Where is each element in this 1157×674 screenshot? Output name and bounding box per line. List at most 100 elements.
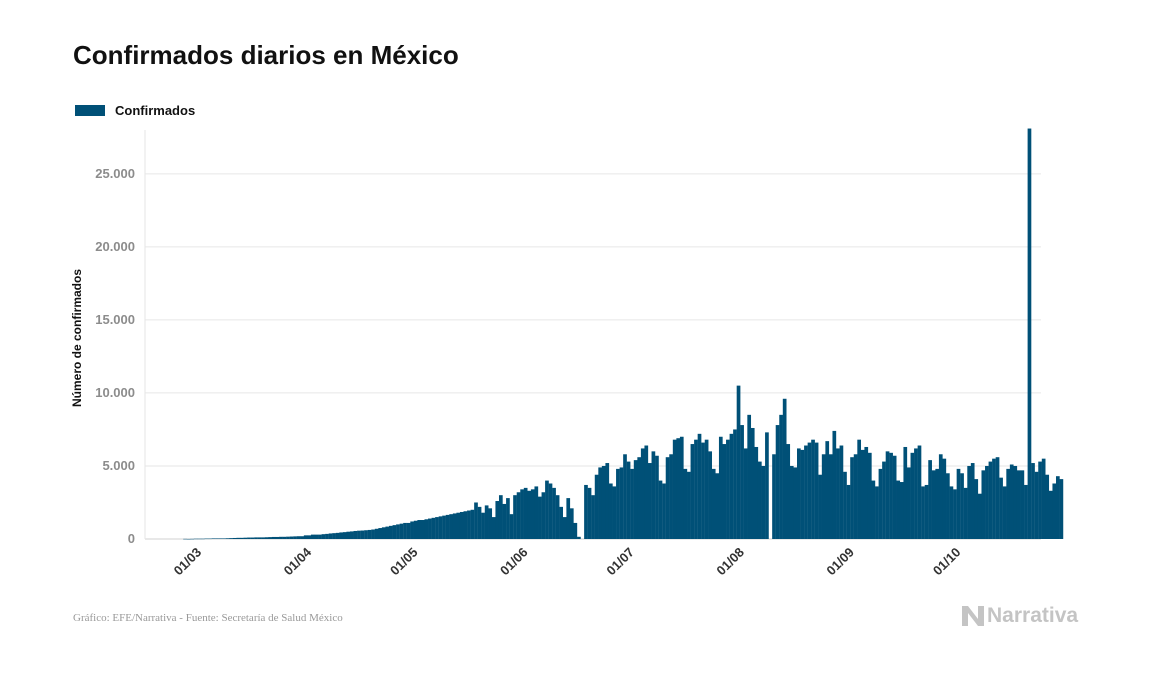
bar — [208, 538, 212, 540]
bar — [800, 449, 805, 539]
bar — [757, 461, 762, 539]
bar — [640, 448, 645, 539]
bar — [218, 538, 223, 539]
bar — [548, 483, 553, 539]
bar — [389, 525, 393, 539]
bar — [200, 538, 205, 540]
bar — [687, 471, 691, 539]
bar — [243, 537, 248, 539]
bar — [403, 522, 407, 539]
bar — [814, 442, 819, 539]
bar — [488, 508, 493, 539]
bar — [970, 463, 975, 539]
bar — [701, 442, 705, 539]
bar — [1020, 470, 1025, 539]
bar — [225, 538, 230, 539]
bar — [906, 467, 911, 539]
bar — [371, 529, 375, 539]
x-tick-label: 01/09 — [823, 545, 857, 579]
bar — [506, 498, 510, 539]
bar — [850, 457, 854, 539]
brand-name: Narrativa — [987, 604, 1079, 627]
bar — [197, 538, 202, 540]
bar — [484, 505, 489, 539]
bar — [779, 414, 783, 539]
bar — [428, 518, 432, 539]
bar — [498, 495, 503, 539]
bar — [637, 457, 642, 539]
bar — [591, 495, 595, 539]
bar — [413, 520, 418, 539]
bar — [349, 531, 354, 539]
bar — [619, 467, 624, 539]
bar — [601, 465, 606, 539]
y-tick-label: 5.000 — [102, 458, 135, 473]
legend-label: Confirmados — [115, 103, 196, 118]
bar — [1055, 476, 1060, 539]
bar — [889, 452, 893, 539]
bar — [513, 495, 517, 539]
bar — [878, 468, 883, 539]
bar — [268, 537, 273, 539]
bar — [836, 448, 840, 539]
bar — [538, 496, 542, 539]
bar — [995, 457, 1000, 539]
bar — [754, 446, 759, 539]
bar — [1024, 484, 1028, 539]
bar — [974, 479, 979, 539]
bar — [296, 536, 301, 539]
bar — [342, 532, 347, 539]
bar — [857, 439, 862, 539]
bar — [516, 492, 521, 539]
bar — [339, 532, 344, 539]
bar — [1045, 474, 1050, 539]
bar — [335, 532, 340, 539]
bar — [1038, 461, 1042, 539]
x-tick-label: 01/05 — [387, 545, 421, 579]
bar — [250, 537, 255, 539]
source-note: Gráfico: EFE/Narrativa - Fuente: Secreta… — [73, 612, 343, 624]
bar — [839, 445, 844, 539]
x-axis-ticks: 01/03 01/04 01/05 01/06 01/07 01/08 01/09 01/10 — [171, 544, 964, 578]
bar — [772, 454, 776, 539]
bar — [1027, 128, 1032, 539]
bar — [605, 463, 610, 539]
bar — [999, 477, 1003, 539]
bar — [896, 480, 901, 539]
bar — [871, 480, 876, 539]
bar — [552, 487, 556, 539]
bar — [651, 451, 656, 539]
bar — [491, 517, 496, 539]
bar — [598, 467, 603, 539]
y-tick-label: 0 — [128, 531, 135, 546]
bar — [733, 429, 737, 539]
bar — [633, 460, 638, 539]
bar — [750, 427, 755, 539]
bar — [960, 473, 964, 539]
bar — [211, 538, 216, 539]
bar — [935, 468, 940, 539]
x-tick-label: 01/10 — [930, 545, 964, 579]
bar — [931, 470, 936, 539]
bar — [215, 538, 219, 539]
bar — [1041, 458, 1046, 539]
bar — [956, 468, 961, 539]
bar — [853, 454, 858, 539]
bar — [449, 514, 454, 539]
bar — [541, 492, 546, 539]
bar — [328, 533, 333, 539]
bar — [722, 444, 727, 539]
bar — [239, 537, 244, 539]
bar — [953, 489, 957, 539]
x-tick-label: 01/03 — [171, 545, 205, 579]
x-tick-label: 01/06 — [497, 545, 531, 579]
bar — [804, 445, 808, 539]
bar — [726, 439, 730, 539]
bar — [885, 451, 890, 539]
bar — [186, 538, 191, 540]
bar — [832, 430, 837, 539]
bar — [647, 463, 652, 539]
bar — [818, 474, 822, 539]
bar — [275, 536, 280, 539]
bar — [247, 537, 251, 539]
